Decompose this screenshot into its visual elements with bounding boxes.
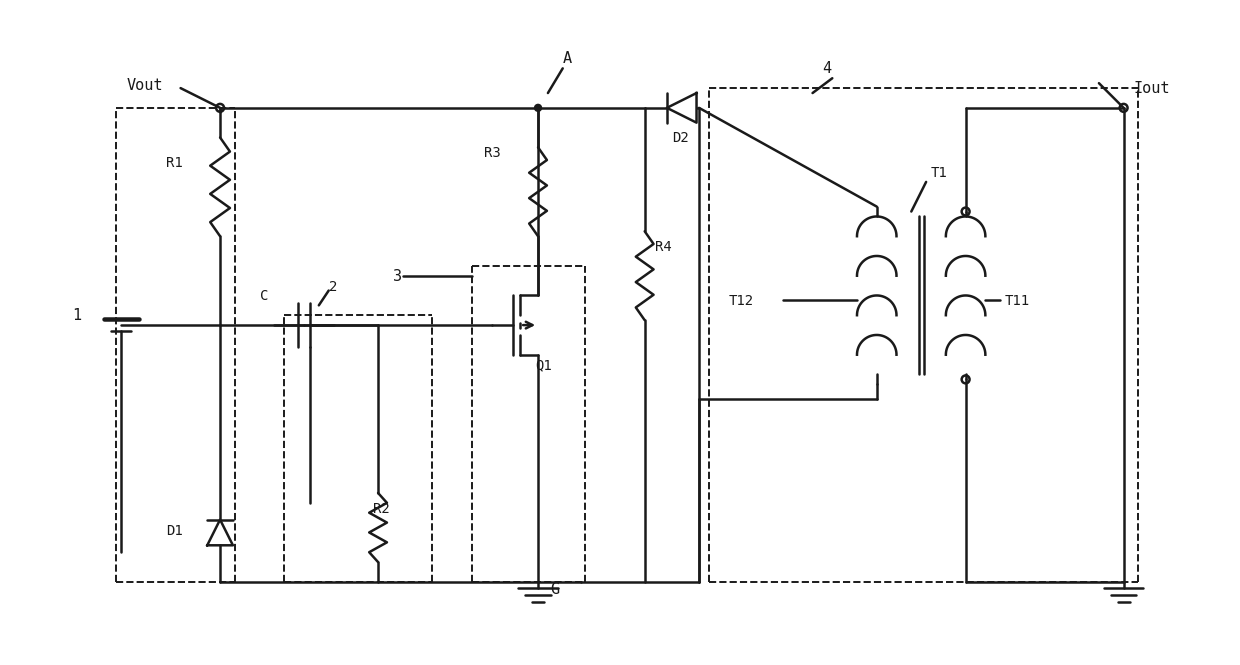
Text: 3: 3 [393, 269, 402, 284]
Text: T1: T1 [931, 166, 947, 180]
Text: 4: 4 [822, 61, 832, 76]
Text: D2: D2 [672, 132, 688, 146]
Text: Vout: Vout [126, 78, 162, 93]
Text: Q1: Q1 [536, 358, 552, 372]
Text: Iout: Iout [1133, 81, 1171, 96]
Text: R4: R4 [655, 240, 671, 254]
Text: A: A [563, 51, 572, 66]
Text: D1: D1 [166, 525, 182, 539]
Text: R2: R2 [373, 501, 389, 516]
Text: T12: T12 [729, 295, 754, 309]
Circle shape [534, 104, 542, 111]
Text: R1: R1 [166, 156, 182, 170]
Text: 2: 2 [329, 279, 337, 293]
Text: T11: T11 [1006, 295, 1030, 309]
Text: 1: 1 [72, 308, 81, 323]
Text: R3: R3 [484, 146, 501, 160]
Text: G: G [549, 582, 559, 597]
Text: C: C [259, 289, 268, 303]
